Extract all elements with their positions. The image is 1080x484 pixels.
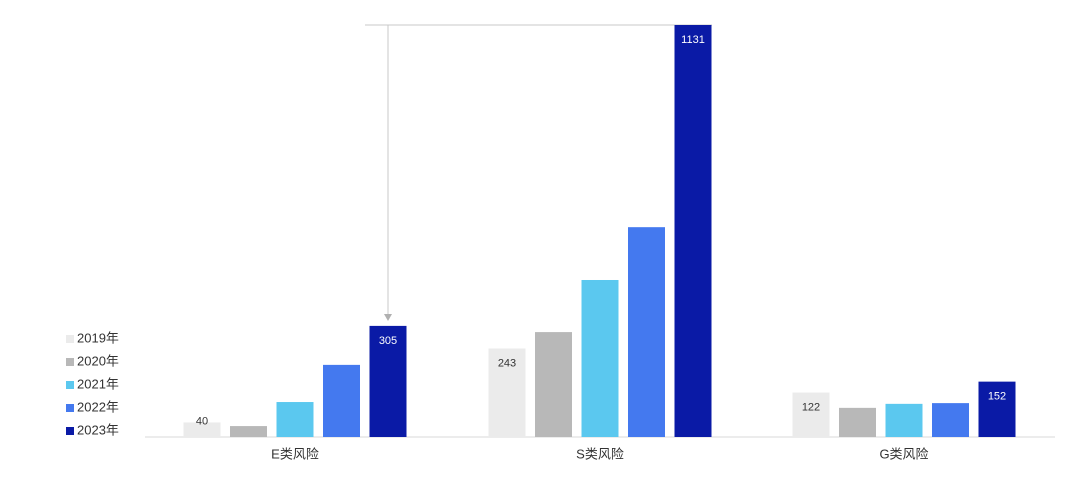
bar [792, 392, 830, 437]
bar [885, 403, 923, 437]
x-tick-label: E类风险 [271, 446, 319, 461]
bar [628, 227, 665, 437]
bar [183, 422, 221, 437]
bar [323, 364, 360, 437]
legend-label: 2022年 [77, 399, 119, 414]
data-label: 122 [802, 401, 820, 413]
legend-label: 2021年 [77, 376, 119, 391]
bar [230, 426, 267, 437]
legend-marker [66, 427, 74, 435]
arrow-head [384, 314, 392, 321]
x-tick-label: S类风险 [576, 446, 624, 461]
legend-label: 2020年 [77, 353, 119, 368]
bar [276, 402, 314, 437]
bar [674, 25, 712, 437]
legend-label: 2023年 [77, 422, 119, 437]
data-label: 243 [498, 357, 516, 369]
data-label: 1131 [681, 34, 705, 46]
bar [369, 325, 407, 437]
data-label: 40 [196, 415, 208, 427]
bar [581, 279, 619, 437]
bar [978, 381, 1016, 437]
bar [535, 332, 572, 437]
x-tick-label: G类风险 [879, 446, 928, 461]
legend-marker [66, 335, 74, 343]
legend-marker [66, 404, 74, 412]
legend-label: 2019年 [77, 330, 119, 345]
data-label: 305 [379, 335, 397, 347]
legend-marker [66, 381, 74, 389]
bar [932, 403, 969, 437]
legend-marker [66, 358, 74, 366]
bar [839, 407, 876, 437]
data-label: 152 [988, 391, 1006, 403]
bar [488, 348, 526, 437]
